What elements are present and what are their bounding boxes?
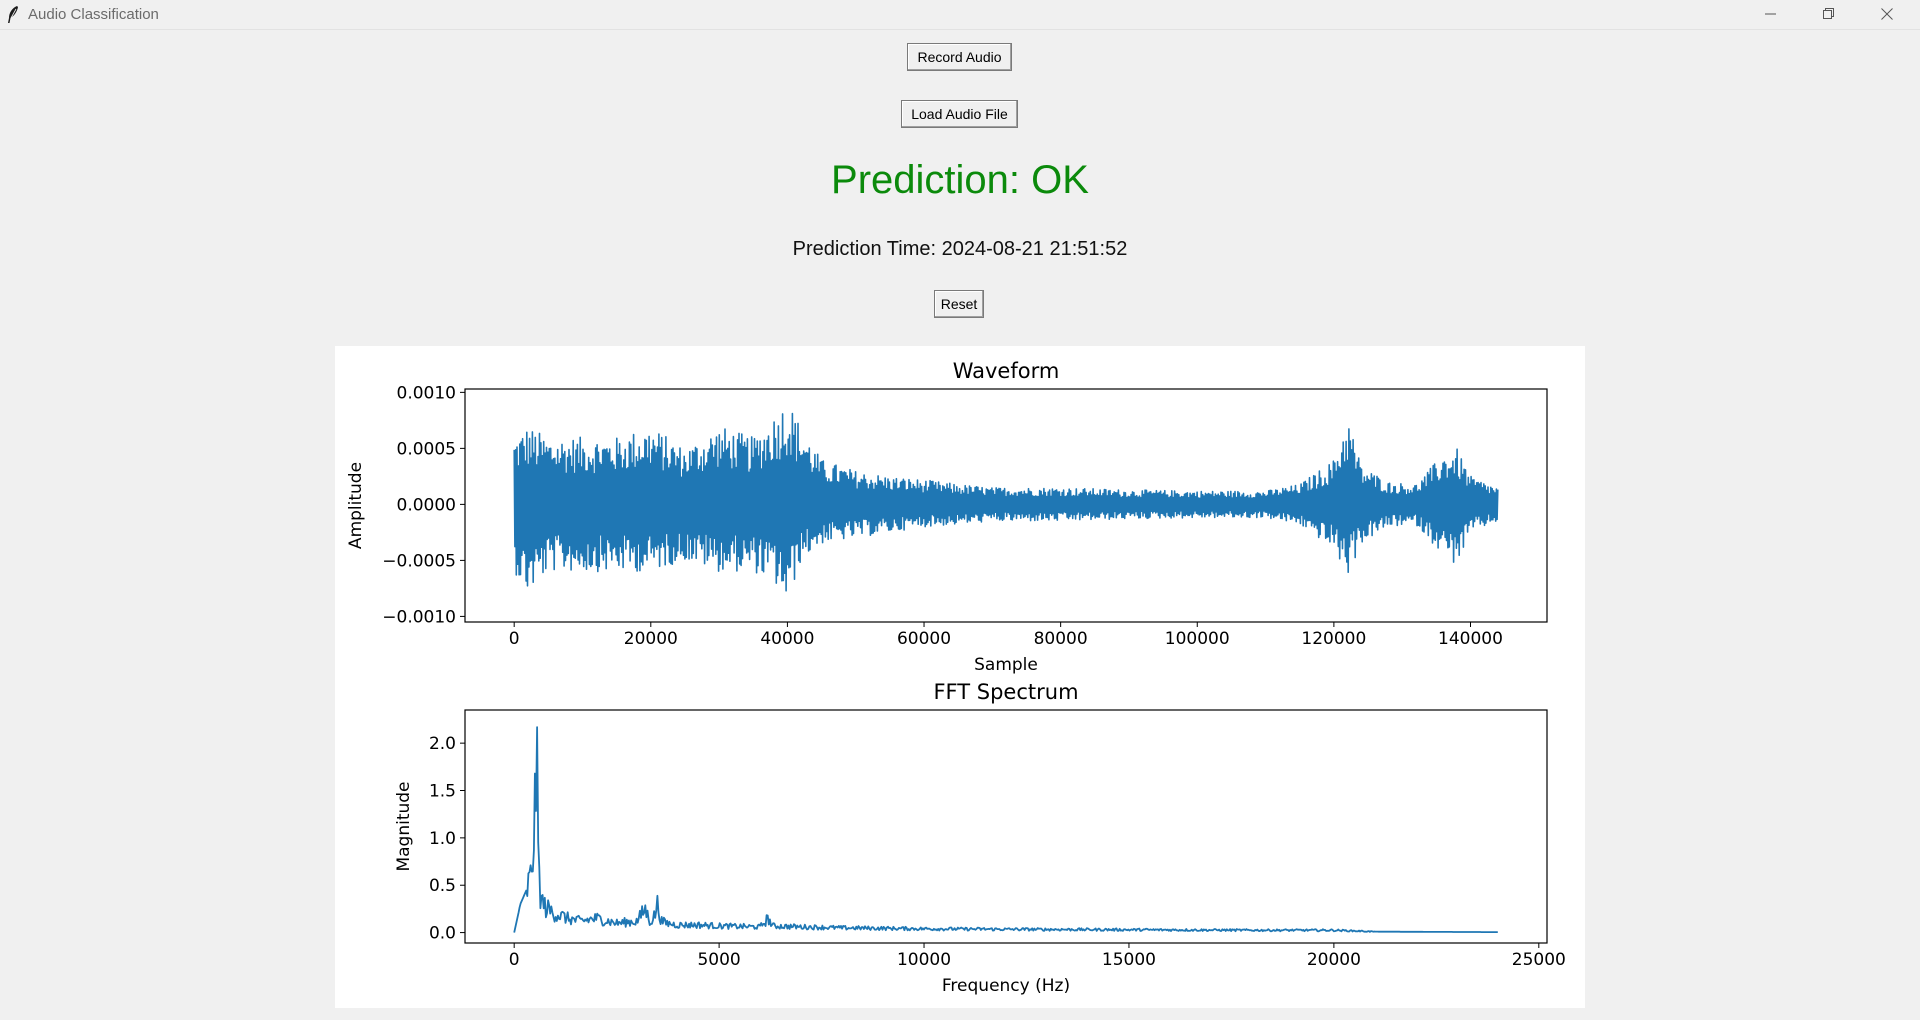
chart-title: Waveform [953, 359, 1060, 383]
y-tick-label: 0.0000 [397, 495, 456, 515]
x-tick-label: 60000 [897, 629, 951, 649]
y-tick-label: 0.0005 [397, 439, 456, 459]
title-bar: Audio Classification [0, 0, 1920, 30]
x-axis-label: Sample [974, 655, 1038, 675]
x-tick-label: 0 [509, 950, 520, 970]
x-tick-label: 40000 [760, 629, 814, 649]
prediction-label: Prediction: OK [831, 158, 1089, 202]
chart-1: 0 5000 10000 15000 20000 25000 0.0 0.5 1.0 1.5 2.0… [394, 680, 1566, 996]
record-audio-button[interactable]: Record Audio [907, 43, 1012, 71]
x-axis-label: Frequency (Hz) [942, 976, 1070, 996]
feather-icon [8, 6, 18, 23]
plot-canvas: 0 20000 40000 60000 80000 100000 120000 140000 0… [335, 346, 1585, 1008]
prediction-time: Prediction Time: 2024-08-21 21:51:52 [792, 238, 1128, 260]
y-tick-label: −0.0010 [382, 607, 456, 627]
x-tick-label: 80000 [1034, 629, 1088, 649]
x-tick-label: 15000 [1102, 950, 1156, 970]
close-icon [1881, 8, 1893, 20]
y-axis-label: Amplitude [346, 462, 366, 549]
y-tick-label: 1.5 [429, 782, 456, 802]
restore-icon [1823, 8, 1834, 19]
minimize-button[interactable] [1742, 0, 1800, 29]
x-tick-label: 0 [509, 629, 520, 649]
axes-frame [464, 709, 1548, 944]
x-tick-label: 100000 [1165, 629, 1230, 649]
series-line [513, 412, 1499, 592]
axes-frame [464, 388, 1548, 623]
x-tick-label: 5000 [697, 950, 740, 970]
x-tick-label: 10000 [897, 950, 951, 970]
x-tick-label: 25000 [1512, 950, 1566, 970]
y-tick-label: 0.0 [429, 924, 456, 944]
y-axis-label: Magnitude [394, 781, 414, 871]
y-tick-label: −0.0005 [382, 551, 456, 571]
chart-title: FFT Spectrum [933, 680, 1078, 704]
close-button[interactable] [1858, 0, 1916, 29]
y-tick-label: 0.5 [429, 876, 456, 896]
minimize-icon [1765, 13, 1776, 15]
series-line [513, 726, 1498, 933]
chart-0: 0 20000 40000 60000 80000 100000 120000 140000 0… [346, 359, 1548, 675]
reset-button[interactable]: Reset [934, 290, 984, 318]
load-audio-file-button[interactable]: Load Audio File [901, 100, 1018, 128]
x-tick-label: 120000 [1301, 629, 1366, 649]
restore-button[interactable] [1800, 0, 1858, 29]
x-tick-label: 140000 [1438, 629, 1503, 649]
charts-svg: 0 20000 40000 60000 80000 100000 120000 1400000… [346, 359, 1566, 996]
window-title: Audio Classification [28, 6, 159, 23]
y-tick-label: 1.0 [429, 829, 456, 849]
y-tick-label: 0.0010 [397, 383, 456, 403]
y-tick-label: 2.0 [429, 734, 456, 754]
x-tick-label: 20000 [624, 629, 678, 649]
x-tick-label: 20000 [1307, 950, 1361, 970]
